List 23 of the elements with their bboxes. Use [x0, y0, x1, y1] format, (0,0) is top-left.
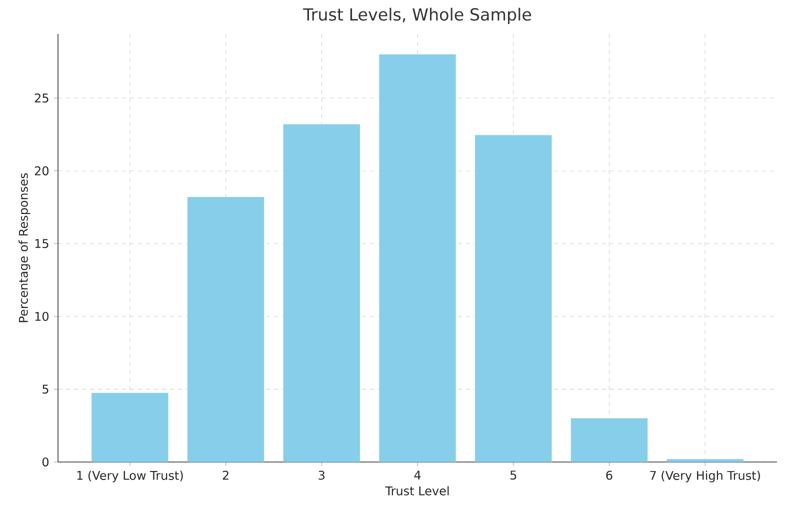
chart-title: Trust Levels, Whole Sample: [303, 8, 532, 24]
y-tick-label: 15: [35, 239, 48, 248]
bar: [379, 54, 456, 462]
bar: [475, 135, 552, 462]
y-axis-title: Percentage of Responses: [18, 173, 30, 322]
x-tick-label: 2: [222, 470, 228, 480]
x-tick-label: 7 (Very High Trust): [650, 470, 760, 482]
x-tick-label: 5: [510, 470, 516, 480]
y-tick-label: 25: [34, 94, 48, 103]
bar: [92, 392, 168, 462]
x-tick-label: 3: [318, 470, 324, 480]
x-tick-label: 6: [606, 470, 612, 480]
bar: [666, 459, 744, 462]
y-tick-label: 10: [35, 312, 48, 321]
y-tick-label: 20: [34, 166, 48, 176]
y-tick-label: 0: [42, 457, 48, 467]
x-tick-label: 4: [414, 470, 421, 480]
x-axis-title: Trust Level: [385, 486, 449, 496]
bar: [187, 197, 264, 462]
y-tick-label: 5: [42, 384, 48, 394]
bar: [570, 418, 648, 462]
bar: [283, 124, 360, 462]
x-tick-label: 1 (Very Low Trust): [77, 470, 183, 482]
